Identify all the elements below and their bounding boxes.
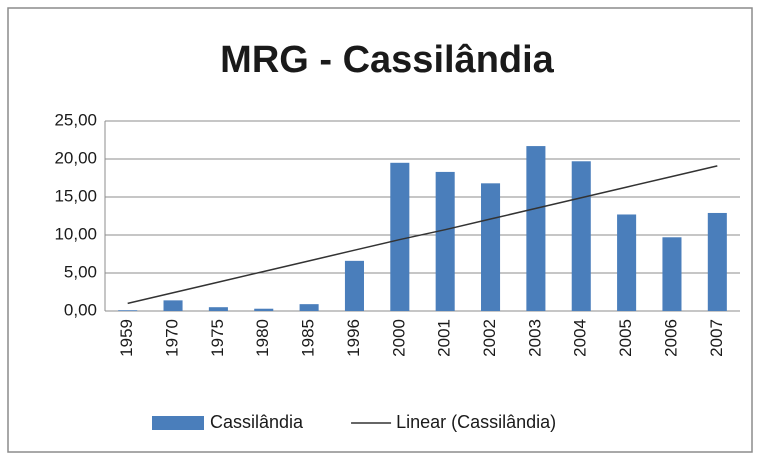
x-tick-label: 1959: [117, 319, 136, 357]
legend-label: Cassilândia: [210, 412, 304, 432]
bar: [707, 212, 727, 311]
x-tick-label: 2006: [661, 319, 680, 357]
bar: [617, 214, 637, 311]
bar: [571, 161, 591, 311]
bar: [526, 146, 546, 311]
bar: [344, 260, 364, 311]
legend-label: Linear (Cassilândia): [396, 412, 556, 432]
bar: [118, 310, 138, 311]
x-tick-label: 2000: [389, 319, 408, 357]
y-tick-label: 0,00: [64, 300, 97, 319]
bar: [163, 300, 183, 311]
y-tick-label: 10,00: [54, 224, 97, 243]
y-tick-label: 20,00: [54, 148, 97, 167]
bar: [662, 237, 682, 311]
chart-title: MRG - Cassilândia: [220, 39, 554, 81]
bar: [208, 307, 228, 311]
trend-line: [127, 165, 718, 305]
x-tick-label: 2001: [435, 319, 454, 357]
bar: [435, 171, 455, 311]
y-tick-label: 15,00: [54, 186, 97, 205]
x-tick-label: 1980: [253, 319, 272, 357]
bar: [390, 162, 410, 311]
x-tick-label: 1975: [208, 319, 227, 357]
x-tick-label: 2004: [571, 319, 590, 357]
y-tick-label: 5,00: [64, 262, 97, 281]
x-tick-label: 2003: [525, 319, 544, 357]
x-tick-label: 1985: [299, 319, 318, 357]
x-tick-label: 2007: [707, 319, 726, 357]
bar: [254, 308, 274, 311]
y-tick-label: 25,00: [54, 110, 97, 129]
bar: [299, 304, 319, 311]
legend-swatch: [152, 416, 204, 430]
x-tick-label: 2005: [616, 319, 635, 357]
x-tick-label: 2002: [480, 319, 499, 357]
x-tick-label: 1996: [344, 319, 363, 357]
x-tick-label: 1970: [163, 319, 182, 357]
bar: [481, 183, 501, 311]
